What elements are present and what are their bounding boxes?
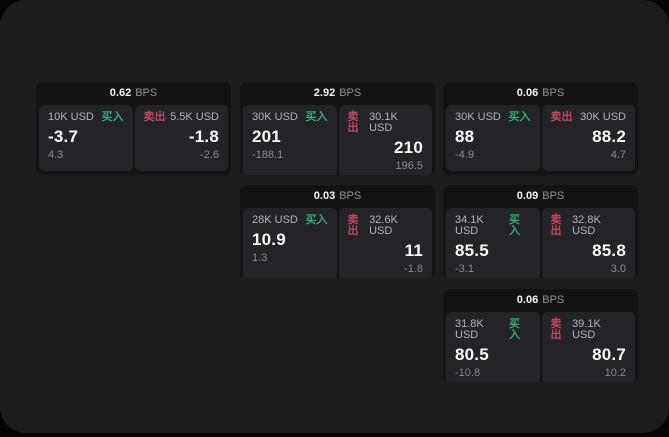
buy-quote-tile[interactable]: 30K USD 买入 201 -188.1 xyxy=(243,105,337,175)
sell-notional-label: 32.6K USD xyxy=(369,214,398,237)
buy-delta-value: -10.8 xyxy=(455,366,481,379)
bps-header: 0.06 BPS xyxy=(443,289,638,312)
sell-delta-value: 10.2 xyxy=(604,366,626,379)
quote-card: 0.09 BPS 34.1K USD 买入 85.5 -3.1 卖出 32.8K… xyxy=(443,185,638,278)
buy-notional-label: 28K USD xyxy=(252,214,298,226)
quote-card: 0.62 BPS 10K USD 买入 -3.7 4.3 卖出 5.5K USD… xyxy=(36,82,231,175)
buy-price-value: 88 xyxy=(455,127,475,146)
sell-side-label: 卖出 xyxy=(550,318,562,341)
sell-price-value: -1.8 xyxy=(188,127,219,146)
bps-value: 0.06 xyxy=(516,87,539,99)
buy-side-label: 买入 xyxy=(508,318,520,341)
bps-unit-label: BPS xyxy=(542,87,565,99)
sell-quote-tile[interactable]: 卖出 30.1K USD 210 196.5 xyxy=(338,105,432,175)
buy-delta-value: -3.1 xyxy=(455,262,474,275)
sell-price-value: 88.2 xyxy=(592,127,626,146)
bps-value: 0.09 xyxy=(516,190,539,202)
sell-price-value: 80.7 xyxy=(592,345,626,364)
buy-notional-label: 34.1K USD xyxy=(455,214,484,237)
bps-header: 0.06 BPS xyxy=(443,82,638,105)
bps-value: 2.92 xyxy=(313,87,336,99)
quote-card: 0.06 BPS 31.8K USD 买入 80.5 -10.8 卖出 39.1… xyxy=(443,289,638,382)
buy-price-value: 80.5 xyxy=(455,345,489,364)
bps-unit-label: BPS xyxy=(339,87,362,99)
bps-value: 0.06 xyxy=(516,294,539,306)
sell-delta-value: 4.7 xyxy=(610,148,626,161)
sell-notional-label: 39.1K USD xyxy=(572,318,601,341)
buy-price-value: 201 xyxy=(252,127,281,146)
sell-side-label: 卖出 xyxy=(550,111,573,123)
buy-side-label: 买入 xyxy=(508,111,531,123)
buy-quote-tile[interactable]: 31.8K USD 买入 80.5 -10.8 xyxy=(446,312,540,382)
sell-quote-tile[interactable]: 卖出 32.8K USD 85.8 3.0 xyxy=(541,208,635,278)
sell-delta-value: -2.6 xyxy=(200,148,219,161)
buy-delta-value: -188.1 xyxy=(252,148,284,161)
sell-price-value: 11 xyxy=(404,241,423,260)
sell-delta-value: 3.0 xyxy=(610,262,626,275)
sell-quote-tile[interactable]: 卖出 39.1K USD 80.7 10.2 xyxy=(541,312,635,382)
sell-price-value: 85.8 xyxy=(592,241,626,260)
sell-quote-tile[interactable]: 卖出 32.6K USD 11 -1.8 xyxy=(338,208,432,278)
bps-header: 0.09 BPS xyxy=(443,185,638,208)
bps-unit-label: BPS xyxy=(135,87,158,99)
buy-price-value: -3.7 xyxy=(48,127,79,146)
sell-notional-label: 30.1K USD xyxy=(369,111,398,134)
sell-side-label: 卖出 xyxy=(143,111,166,123)
sell-side-label: 卖出 xyxy=(347,214,359,237)
bps-unit-label: BPS xyxy=(542,294,565,306)
sell-delta-value: -1.8 xyxy=(404,262,423,275)
buy-quote-tile[interactable]: 30K USD 买入 88 -4.9 xyxy=(446,105,540,171)
buy-price-value: 10.9 xyxy=(252,230,286,249)
buy-side-label: 买入 xyxy=(101,111,124,123)
buy-quote-tile[interactable]: 28K USD 买入 10.9 1.3 xyxy=(243,208,337,278)
sell-notional-label: 32.8K USD xyxy=(572,214,601,237)
buy-quote-tile[interactable]: 34.1K USD 买入 85.5 -3.1 xyxy=(446,208,540,278)
buy-delta-value: 1.3 xyxy=(252,251,268,264)
buy-quote-tile[interactable]: 10K USD 买入 -3.7 4.3 xyxy=(39,105,133,171)
sell-side-label: 卖出 xyxy=(347,111,359,134)
bps-header: 2.92 BPS xyxy=(240,82,435,105)
buy-side-label: 买入 xyxy=(305,214,328,226)
buy-notional-label: 30K USD xyxy=(252,111,298,123)
sell-delta-value: 196.5 xyxy=(395,159,423,172)
sell-quote-tile[interactable]: 卖出 5.5K USD -1.8 -2.6 xyxy=(134,105,228,171)
quote-card: 0.06 BPS 30K USD 买入 88 -4.9 卖出 30K USD 8… xyxy=(443,82,638,175)
quote-card: 0.03 BPS 28K USD 买入 10.9 1.3 卖出 32.6K US… xyxy=(240,185,435,278)
buy-delta-value: -4.9 xyxy=(455,148,474,161)
bps-unit-label: BPS xyxy=(542,190,565,202)
sell-price-value: 210 xyxy=(394,138,423,157)
bps-header: 0.03 BPS xyxy=(240,185,435,208)
sell-notional-label: 5.5K USD xyxy=(170,111,219,123)
buy-price-value: 85.5 xyxy=(455,241,489,260)
sell-quote-tile[interactable]: 卖出 30K USD 88.2 4.7 xyxy=(541,105,635,171)
sell-side-label: 卖出 xyxy=(550,214,562,237)
bps-header: 0.62 BPS xyxy=(36,82,231,105)
buy-notional-label: 10K USD xyxy=(48,111,94,123)
buy-notional-label: 31.8K USD xyxy=(455,318,484,341)
buy-side-label: 买入 xyxy=(508,214,520,237)
bps-unit-label: BPS xyxy=(339,190,362,202)
buy-delta-value: 4.3 xyxy=(48,148,64,161)
quote-card: 2.92 BPS 30K USD 买入 201 -188.1 卖出 30.1K … xyxy=(240,82,435,175)
buy-notional-label: 30K USD xyxy=(455,111,501,123)
sell-notional-label: 30K USD xyxy=(580,111,626,123)
buy-side-label: 买入 xyxy=(305,111,328,123)
bps-value: 0.62 xyxy=(109,87,132,99)
bps-value: 0.03 xyxy=(313,190,336,202)
